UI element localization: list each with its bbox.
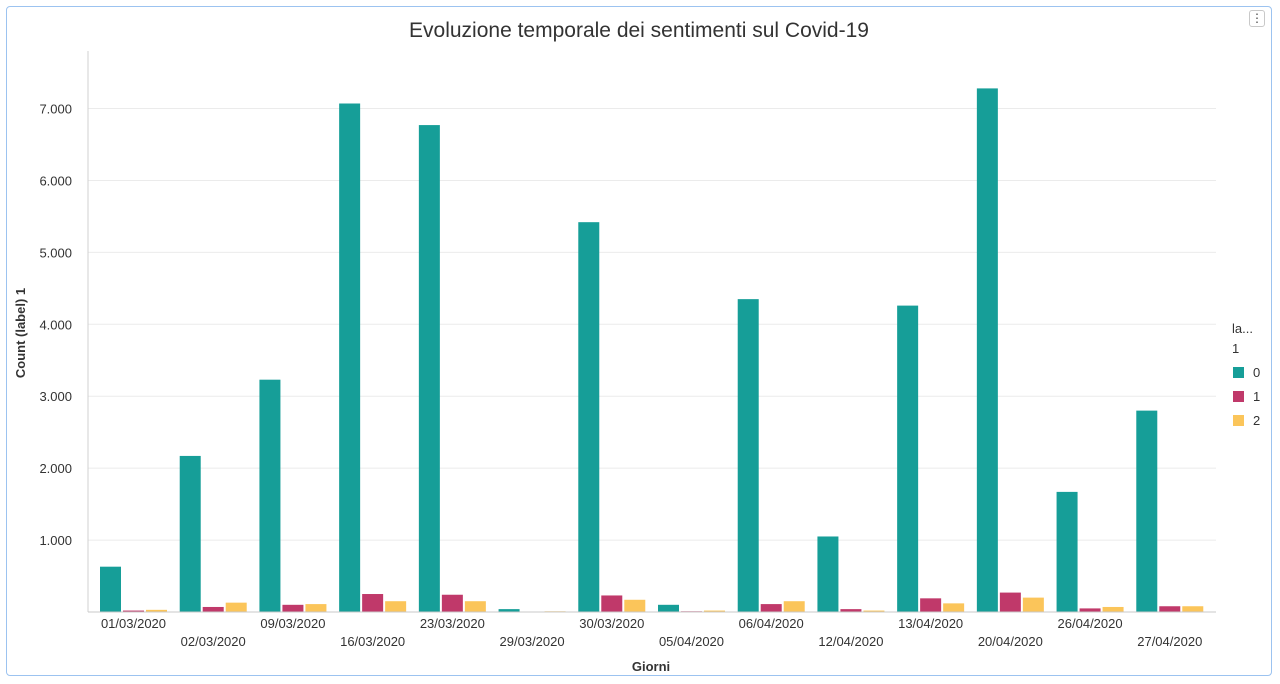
bar-series-1[interactable] — [123, 610, 144, 612]
bar-series-2[interactable] — [305, 604, 327, 612]
y-tick-label: 5.000 — [39, 245, 72, 260]
legend-entry-0[interactable]: 0 — [1253, 365, 1260, 380]
bar-chart: Evoluzione temporale dei sentimenti sul … — [13, 19, 1260, 674]
x-tick-label: 02/03/2020 — [181, 634, 246, 649]
x-tick-label: 12/04/2020 — [818, 634, 883, 649]
bar-series-1[interactable] — [760, 604, 782, 612]
x-tick-label: 20/04/2020 — [978, 634, 1043, 649]
bar-series-2[interactable] — [624, 599, 646, 612]
vertical-ellipsis-icon[interactable]: ⋮ — [1249, 10, 1265, 27]
bar-series-1[interactable] — [362, 594, 384, 612]
y-tick-label: 4.000 — [39, 317, 72, 332]
bar-series-2[interactable] — [704, 610, 725, 612]
legend-entry-2[interactable]: 2 — [1253, 413, 1260, 428]
bar-series-2[interactable] — [863, 610, 885, 612]
bar-series-2[interactable] — [1102, 606, 1124, 612]
bar-series-1[interactable] — [920, 598, 942, 612]
bar-series-0[interactable] — [578, 222, 600, 612]
x-ticks: 01/03/2020 02/03/2020 09/03/2020 16/03/2020… — [101, 616, 1202, 649]
y-axis-label: Count (label) 1 — [13, 288, 28, 378]
bar-series-2[interactable] — [1182, 606, 1204, 612]
y-tick-label: 7.000 — [39, 102, 72, 117]
bar-series-0[interactable] — [339, 103, 361, 612]
bar-series-0[interactable] — [817, 536, 839, 612]
x-tick-label: 26/04/2020 — [1058, 616, 1123, 631]
x-tick-label: 09/03/2020 — [260, 616, 325, 631]
bar-series-1[interactable] — [1159, 606, 1181, 612]
y-ticks: 1.000 2.000 3.000 4.000 5.000 6.000 7.000 — [39, 102, 72, 549]
gridlines — [88, 108, 1216, 541]
legend-title: la... — [1232, 321, 1253, 336]
bar-series-2[interactable] — [783, 601, 805, 612]
bar-series-0[interactable] — [658, 604, 679, 612]
bar-series-0[interactable] — [976, 88, 998, 612]
legend-entry-1[interactable]: 1 — [1253, 389, 1260, 404]
x-axis-label: Giorni — [632, 659, 670, 674]
bar-series-1[interactable] — [601, 595, 623, 612]
y-tick-label: 3.000 — [39, 389, 72, 404]
x-tick-label: 23/03/2020 — [420, 616, 485, 631]
bar-series-0[interactable] — [737, 299, 759, 612]
bar-series-1[interactable] — [840, 609, 862, 612]
legend-swatch-1[interactable] — [1233, 391, 1244, 402]
bars — [100, 88, 1204, 612]
legend-swatch-2[interactable] — [1233, 415, 1244, 426]
y-tick-label: 2.000 — [39, 461, 72, 476]
bar-series-2[interactable] — [1022, 597, 1044, 612]
x-tick-label: 06/04/2020 — [739, 616, 804, 631]
bar-series-1[interactable] — [202, 606, 224, 612]
x-tick-label: 01/03/2020 — [101, 616, 166, 631]
legend-title: 1 — [1232, 341, 1239, 356]
x-tick-label: 27/04/2020 — [1137, 634, 1202, 649]
bar-series-1[interactable] — [999, 592, 1021, 612]
chart-panel: Evoluzione temporale dei sentimenti sul … — [6, 6, 1272, 676]
x-tick-label: 13/04/2020 — [898, 616, 963, 631]
bar-series-0[interactable] — [897, 305, 919, 612]
x-tick-label: 16/03/2020 — [340, 634, 405, 649]
bar-series-0[interactable] — [418, 125, 440, 612]
bar-series-0[interactable] — [179, 455, 201, 612]
bar-series-2[interactable] — [225, 602, 247, 612]
y-tick-label: 6.000 — [39, 173, 72, 188]
bar-series-2[interactable] — [943, 603, 965, 612]
x-tick-label: 30/03/2020 — [579, 616, 644, 631]
bar-series-0[interactable] — [1056, 491, 1078, 612]
bar-series-2[interactable] — [146, 609, 167, 612]
bar-series-2[interactable] — [464, 601, 486, 612]
legend-swatch-0[interactable] — [1233, 367, 1244, 378]
bar-series-0[interactable] — [259, 379, 281, 612]
x-tick-label: 29/03/2020 — [500, 634, 565, 649]
x-tick-label: 05/04/2020 — [659, 634, 724, 649]
bar-series-1[interactable] — [282, 604, 304, 612]
bar-series-0[interactable] — [498, 609, 520, 612]
bar-series-1[interactable] — [1079, 608, 1101, 612]
bar-series-2[interactable] — [385, 601, 407, 612]
y-tick-label: 1.000 — [39, 533, 72, 548]
bar-series-1[interactable] — [441, 594, 463, 612]
bar-series-0[interactable] — [100, 566, 121, 612]
bar-series-0[interactable] — [1136, 410, 1158, 612]
chart-title: Evoluzione temporale dei sentimenti sul … — [409, 19, 869, 42]
axes — [87, 51, 1216, 613]
